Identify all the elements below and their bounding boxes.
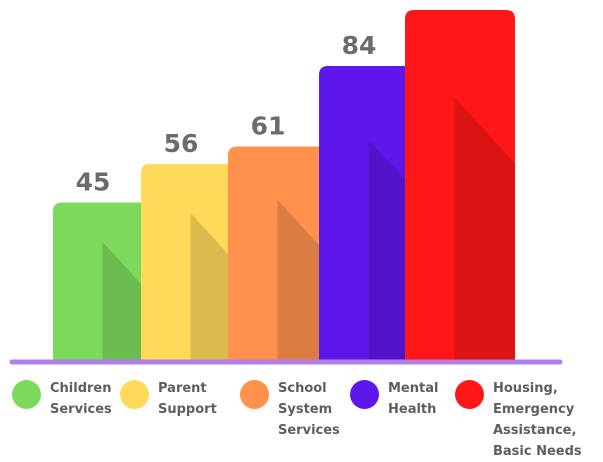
legend-item-2: Parent Support bbox=[120, 378, 217, 420]
data-label-4: 84 bbox=[342, 31, 377, 60]
bar-shadow-5 bbox=[454, 97, 515, 360]
data-label-2: 56 bbox=[164, 129, 199, 158]
bar-5 bbox=[405, 10, 515, 360]
value-labels: 45 56 61 84 bbox=[76, 31, 377, 197]
legend-swatch bbox=[455, 380, 484, 409]
legend-swatch bbox=[240, 380, 269, 409]
legend-swatch bbox=[350, 380, 379, 409]
legend-label: Mental Health bbox=[388, 381, 439, 417]
legend-item-5: Housing, Emergency Assistance, Basic Nee… bbox=[455, 378, 582, 462]
data-label-3: 61 bbox=[251, 112, 286, 141]
legend-label: Children Services bbox=[50, 381, 112, 417]
bars bbox=[53, 10, 515, 360]
legend-item-4: Mental Health bbox=[350, 378, 438, 420]
legend-item-3: School System Services bbox=[240, 378, 340, 441]
data-label-1: 45 bbox=[76, 168, 111, 197]
legend-item-1: Children Services bbox=[12, 378, 112, 420]
legend-swatch bbox=[120, 380, 149, 409]
legend-label: School System Services bbox=[278, 381, 340, 438]
legend-label: Housing, Emergency Assistance, Basic Nee… bbox=[493, 381, 582, 459]
legend-swatch bbox=[12, 380, 41, 409]
legend-label: Parent Support bbox=[158, 381, 217, 417]
